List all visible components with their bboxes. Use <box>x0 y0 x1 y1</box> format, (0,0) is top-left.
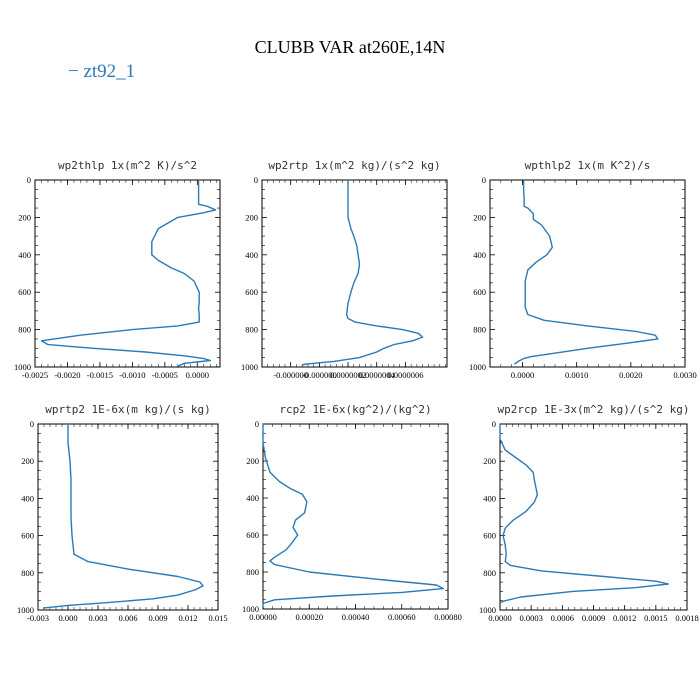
series-line-1 <box>301 180 424 366</box>
y-tick-label: 200 <box>246 456 259 466</box>
x-tick-label: 0.0000004 <box>359 370 396 380</box>
x-tick-label: 0.0000002 <box>330 370 366 380</box>
panel-title: wp2thlp 1x(m^2 K)/s^2 <box>58 159 197 172</box>
x-tick-label: 0.0006 <box>551 613 574 623</box>
y-tick-label: 800 <box>246 567 259 577</box>
series-line-1 <box>513 180 659 365</box>
series-line-1 <box>499 424 669 604</box>
x-tick-label: -0.000000 <box>302 370 337 380</box>
x-tick-label: 0.009 <box>148 613 167 623</box>
plot-frame <box>262 423 449 610</box>
panel-title: rcp2 1E-6x(kg^2)/(kg^2) <box>279 403 431 416</box>
y-tick-label: 600 <box>483 531 496 541</box>
y-tick-label: 1000 <box>242 604 259 614</box>
x-tick-label: 0.015 <box>208 613 227 623</box>
y-tick-label: 0 <box>482 175 486 185</box>
y-tick-label: 400 <box>21 493 34 503</box>
x-tick-label: 0.00000 <box>249 612 277 622</box>
y-tick-label: 1000 <box>479 605 496 615</box>
y-tick-label: 0 <box>27 175 31 185</box>
y-tick-label: 800 <box>18 325 31 335</box>
series-line-1 <box>42 424 204 609</box>
plot-frame <box>34 179 221 368</box>
legend-entry: − zt92_1 <box>68 61 135 82</box>
x-tick-label: 0.0020 <box>619 370 642 380</box>
x-tick-label: -0.0010 <box>119 370 145 380</box>
y-tick-label: 400 <box>483 493 496 503</box>
y-tick-label: 800 <box>21 568 34 578</box>
y-tick-label: 200 <box>473 212 486 222</box>
x-tick-label: 0.0000 <box>511 370 534 380</box>
y-tick-label: 600 <box>21 531 34 541</box>
x-tick-label: 0.0018 <box>675 613 698 623</box>
x-tick-label: 0.003 <box>88 613 107 623</box>
y-tick-label: 600 <box>18 287 31 297</box>
x-tick-label: 0.0015 <box>644 613 667 623</box>
y-tick-label: 1000 <box>469 362 486 372</box>
y-tick-label: 200 <box>18 212 31 222</box>
x-tick-label: 0.000 <box>58 613 77 623</box>
y-tick-label: 0 <box>254 175 258 185</box>
plot-frame <box>37 423 219 611</box>
x-tick-label: -0.0005 <box>152 370 178 380</box>
series-line-1 <box>262 424 445 608</box>
panel-title: wprtp2 1E-6x(m kg)/(s kg) <box>45 403 211 416</box>
panel-3: wpthlp2 1x(m K^2)/s 0 200 400 600 800 1000 0.00… <box>469 159 697 380</box>
x-tick-label: -0.0025 <box>22 370 48 380</box>
x-tick-label: -0.0020 <box>54 370 80 380</box>
panel-6: wp2rcp 1E-3x(m^2 kg)/(s^2 kg)0 200 400 600 8… <box>479 403 699 623</box>
panel-title: wp2rtp 1x(m^2 kg)/(s^2 kg) <box>268 159 440 172</box>
panel-1: wp2thlp 1x(m^2 K)/s^202004006008001000-0… <box>14 159 221 380</box>
x-tick-label: 0.00060 <box>388 612 416 622</box>
y-tick-label: 200 <box>245 212 258 222</box>
panel-4: wprtp2 1E-6x(m kg)/(s kg) 0 200 400 600 800 10… <box>17 403 228 623</box>
y-tick-label: 600 <box>246 530 259 540</box>
y-tick-label: 1000 <box>241 362 258 372</box>
y-tick-label: 0 <box>492 419 496 429</box>
panel-2: wp2rtp 1x(m^2 kg)/(s^2 kg) 0 200 400 600 800 1… <box>241 159 448 380</box>
y-tick-label: 800 <box>483 568 496 578</box>
y-tick-label: 1000 <box>14 362 31 372</box>
panel-5: rcp2 1E-6x(kg^2)/(kg^2) 0 200 400 600 800 1000… <box>242 403 462 622</box>
y-tick-label: 400 <box>473 250 486 260</box>
x-tick-label: -0.000000 <box>273 370 308 380</box>
y-tick-label: 0 <box>30 419 34 429</box>
x-tick-label: 0.012 <box>178 613 197 623</box>
x-tick-label: 0.0012 <box>613 613 636 623</box>
panel-title: wp2rcp 1E-3x(m^2 kg)/(s^2 kg) <box>497 403 689 416</box>
x-tick-label: 0.00080 <box>434 612 462 622</box>
y-tick-label: 400 <box>245 250 258 260</box>
y-tick-label: 600 <box>473 287 486 297</box>
x-tick-label: -0.0015 <box>87 370 113 380</box>
y-tick-label: 600 <box>245 287 258 297</box>
y-tick-label: 200 <box>483 456 496 466</box>
y-tick-label: 0 <box>255 419 259 429</box>
figure-title: CLUBB VAR at260E,14N <box>255 37 446 57</box>
series-line-1 <box>40 180 217 367</box>
x-tick-label: 0.006 <box>118 613 137 623</box>
x-tick-label: 0.0010 <box>565 370 588 380</box>
x-tick-label: 0.0000 <box>186 370 209 380</box>
x-tick-label: 0.0000006 <box>387 370 423 380</box>
panel-title: wpthlp2 1x(m K^2)/s <box>525 159 651 172</box>
y-tick-label: 1000 <box>17 605 34 615</box>
x-tick-label: 0.00020 <box>295 612 323 622</box>
x-tick-label: 0.0003 <box>519 613 542 623</box>
x-tick-label: 0.00040 <box>342 612 370 622</box>
y-tick-label: 800 <box>473 325 486 335</box>
x-tick-label: 0.0009 <box>582 613 605 623</box>
x-tick-label: 0.0030 <box>673 370 696 380</box>
y-tick-label: 400 <box>246 493 259 503</box>
x-tick-label: 0.0000 <box>488 613 511 623</box>
y-tick-label: 200 <box>21 456 34 466</box>
x-tick-label: -0.003 <box>27 613 49 623</box>
y-tick-label: 800 <box>245 325 258 335</box>
panels: wp2thlp 1x(m^2 K)/s^202004006008001000-0… <box>14 159 699 623</box>
y-tick-label: 400 <box>18 250 31 260</box>
